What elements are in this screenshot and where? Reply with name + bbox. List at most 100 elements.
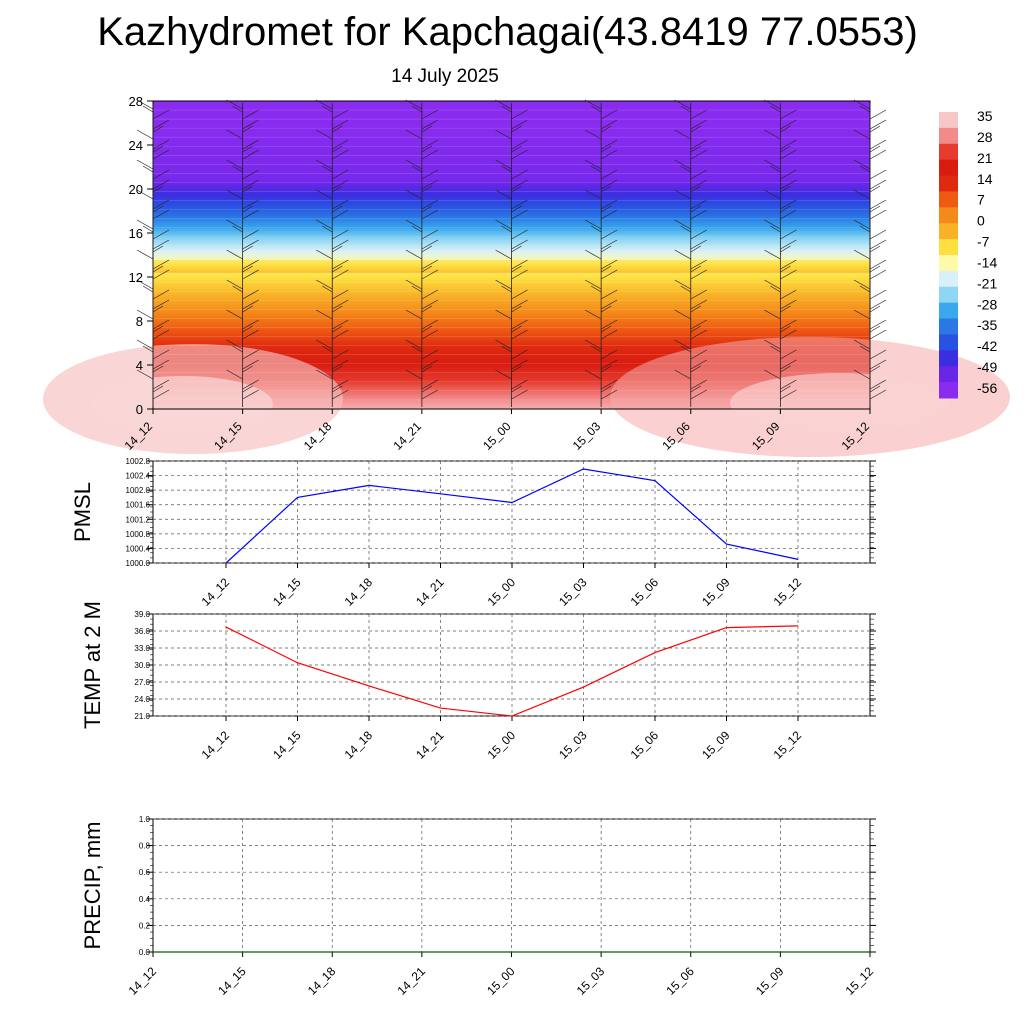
x-tick-label: 14_21 [413,728,447,762]
wind-barb [764,129,781,140]
wind-barb [511,179,528,190]
y-tick-label: 16 [129,226,143,241]
wind-barb [690,365,701,373]
wind-barb [511,269,528,280]
y-tick-label: 36.0 [134,627,150,636]
wind-barb [421,299,439,310]
wind-barb [600,205,612,213]
wind-barb-column [764,99,797,407]
wind-barb [584,129,602,140]
wind-barb [511,385,522,393]
wind-barb [421,209,439,220]
wind-barb [600,329,618,340]
y-tick-label: 21.0 [134,712,150,721]
wind-barb-column [674,99,707,407]
wind-barb [242,305,253,313]
wind-barb [152,379,170,390]
wind-barb [764,309,781,320]
wind-barb [511,139,528,150]
wind-barb [152,205,164,213]
colorbar-label: -28 [977,296,997,312]
wind-barb [242,269,259,280]
wind-barb [511,329,528,340]
wind-barb [411,285,423,293]
colorbar-label: -7 [977,234,990,250]
y-tick-label: 0 [136,402,143,417]
wind-barb [764,279,781,290]
y-tick-label: 0.6 [139,868,151,877]
x-tick-label: 15_00 [484,964,518,998]
wind-barb [226,369,243,380]
wind-barb [869,269,887,280]
wind-barb [316,279,333,290]
wind-barb [322,105,333,113]
wind-barb [600,269,618,280]
wind-barb [332,169,349,180]
wind-barb [511,145,522,153]
pmsl-ylabel: PMSL [70,482,95,542]
wind-barb [332,269,349,280]
colorbar-swatch [939,239,958,256]
wind-barb [242,205,253,213]
wind-barb [411,165,423,173]
wind-barb [690,205,701,213]
wind-barb [690,289,707,300]
wind-barb [332,245,343,253]
wind-barb [869,359,887,370]
wind-barb [421,289,439,300]
colorbar-swatch [939,270,958,288]
wind-barb [511,245,522,253]
wind-barb [332,205,343,213]
wind-barb-column [584,99,618,407]
wind-barb [590,165,602,173]
wind-barb [421,145,433,153]
wind-barb [511,169,528,180]
wind-barb [511,389,528,400]
colorbar-label: -35 [977,317,997,333]
wind-barb [421,199,439,210]
wind-barb [780,265,791,273]
x-tick-label: 15_06 [663,964,697,998]
wind-barb [600,109,618,120]
wind-barb [495,219,512,230]
wind-barb [152,269,170,280]
wind-barb [332,185,343,193]
wind-barb [600,209,618,220]
wind-barb [242,209,259,220]
wind-barb [780,349,797,360]
wind-barb [780,199,797,210]
wind-barb [511,319,528,330]
wind-barb [511,265,522,273]
wind-barb [495,189,512,200]
wind-barb [152,109,170,120]
x-tick-label: 15_12 [771,575,805,609]
wind-barb [690,245,701,253]
wind-barb [600,389,618,400]
wind-barb [674,249,691,260]
wind-barb [405,339,423,350]
wind-barb [690,229,707,240]
wind-barb [869,239,887,250]
wind-barb [853,219,871,230]
wind-barb [226,249,243,260]
wind-barb [495,279,512,290]
y-tick-label: 1002.0 [126,486,151,495]
wind-barb [421,109,439,120]
wind-barb [869,169,887,180]
wind-barb [152,259,170,270]
wind-barb [405,189,423,200]
x-tick-label: 14_12 [199,575,233,609]
wind-barb [322,225,333,233]
wind-barb [332,299,349,310]
x-tick-label: 15_09 [753,964,787,998]
colorbar-swatch [939,112,958,129]
wind-barb [680,285,691,293]
wind-barb [764,339,781,350]
colorbar-swatch [939,143,958,161]
wind-barb [869,209,887,220]
wind-barb-column [316,99,349,407]
wind-barb [421,385,433,393]
wind-barb [690,319,707,330]
wind-barb [511,289,528,300]
